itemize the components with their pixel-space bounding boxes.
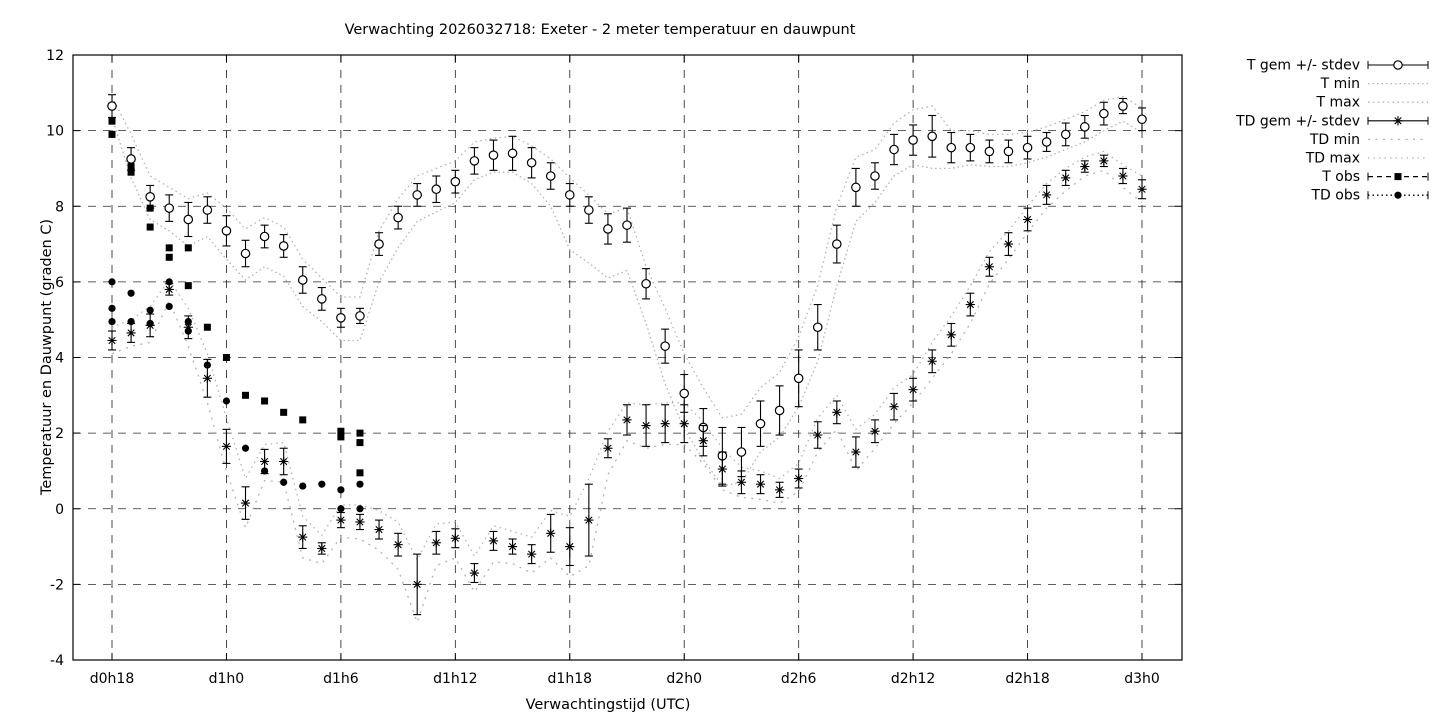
series-td-min (111, 169, 1143, 625)
y-tick-label: 6 (55, 275, 64, 291)
y-tick-label: 4 (55, 351, 64, 367)
legend-item-t-gem-stdev: T gem +/- stdev (1246, 58, 1360, 74)
x-tick-label: d1h6 (323, 671, 359, 687)
legend-item-t-obs: T obs (1321, 169, 1360, 185)
series-t-gem (107, 94, 1147, 485)
y-tick-label: 2 (55, 426, 64, 442)
chart-title: Verwachting 2026032718: Exeter - 2 meter… (345, 22, 856, 38)
legend-label: T obs (1321, 169, 1360, 185)
legend-item-t-min: T min (1320, 76, 1360, 92)
legend-item-t-max: T max (1315, 95, 1360, 111)
y-tick-label: 0 (55, 502, 64, 518)
y-tick-label: -2 (50, 577, 64, 593)
x-tick-label: d2h18 (1005, 671, 1049, 687)
y-tick-labels: -4 -2 0 2 4 6 8 10 12 (46, 48, 64, 669)
legend-label: T min (1320, 76, 1360, 92)
legend-label: TD gem +/- stdev (1235, 113, 1360, 129)
y-tick-label: 12 (46, 48, 64, 64)
legend-label: T gem +/- stdev (1246, 58, 1360, 74)
series-td-gem (107, 154, 1147, 616)
legend-label: T max (1315, 95, 1360, 111)
x-tick-label: d1h18 (548, 671, 592, 687)
y-axis-label: Temperatuur en Dauwpunt (graden C) (39, 219, 55, 496)
y-tick-label: 8 (55, 199, 64, 215)
x-tick-label: d1h12 (433, 671, 477, 687)
x-tick-label: d1h0 (209, 671, 245, 687)
series-td-obs (108, 278, 364, 513)
x-tick-label: d2h12 (891, 671, 935, 687)
y-tick-label: 10 (46, 124, 64, 140)
legend: T gem +/- stdev T min T max TD gem +/- stde… (1235, 58, 1429, 204)
x-tick-labels: d0h18 d1h0 d1h6 d1h12 d1h18 d2h0 d2h6 d2h12 d2h1… (90, 671, 1160, 687)
legend-item-td-max: TD max (1305, 151, 1360, 167)
x-axis-label: Verwachtingstijd (UTC) (526, 697, 691, 713)
legend-item-td-min: TD min (1309, 132, 1360, 148)
legend-item-td-obs: TD obs (1310, 188, 1360, 204)
legend-item-td-gem-stdev: TD gem +/- stdev (1235, 113, 1360, 129)
x-tick-label: d2h6 (781, 671, 817, 687)
legend-label: TD max (1305, 151, 1360, 167)
series-t-min (111, 117, 1143, 487)
x-tick-label: d3h0 (1124, 671, 1160, 687)
x-tick-label: d2h0 (666, 671, 702, 687)
y-tick-label: -4 (50, 653, 64, 669)
x-tick-label: d0h18 (90, 671, 134, 687)
legend-label: TD min (1309, 132, 1360, 148)
series-t-obs (108, 117, 364, 477)
grid-lines (73, 54, 1182, 661)
axis-ticks (73, 54, 1182, 661)
legend-label: TD obs (1310, 188, 1360, 204)
